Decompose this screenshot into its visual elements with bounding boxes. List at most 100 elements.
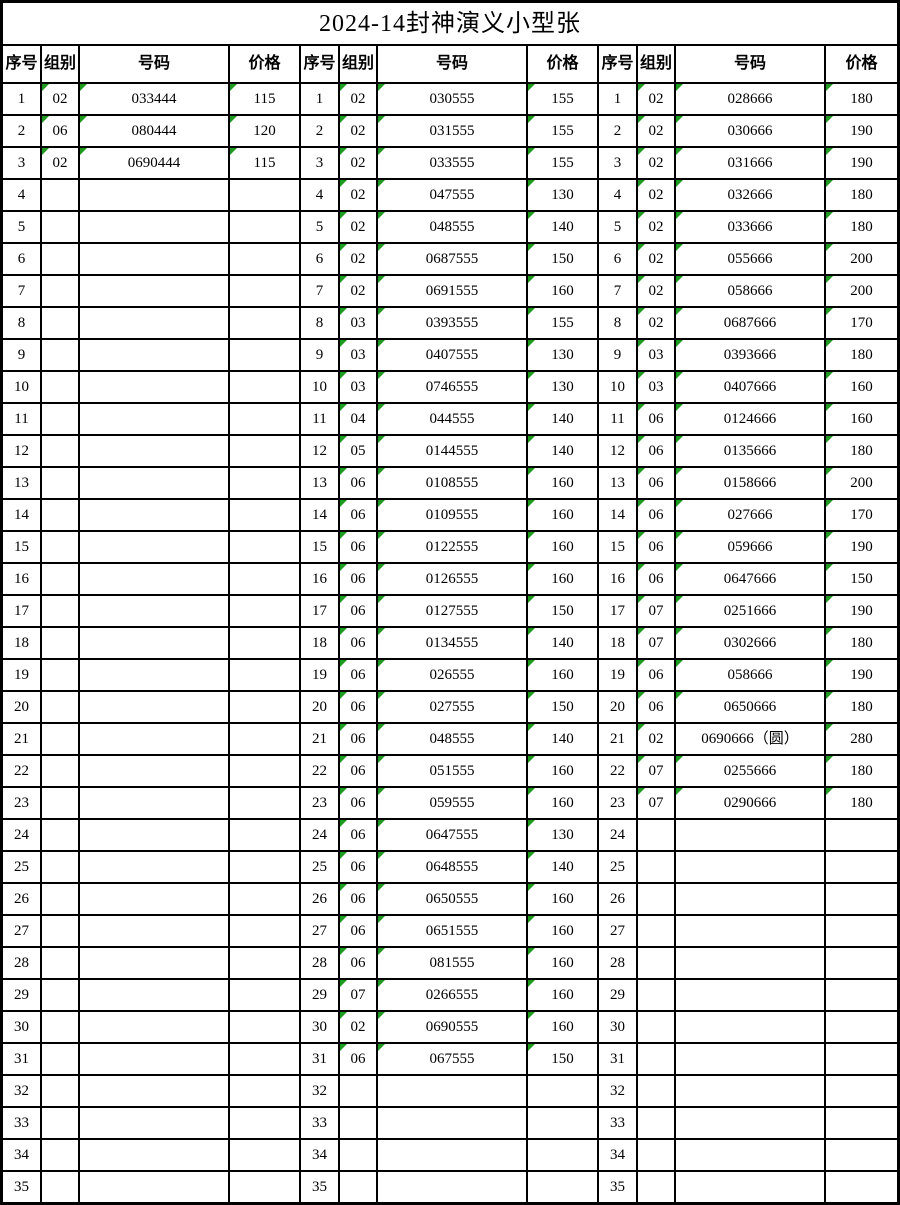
cell-group[interactable] (42, 916, 78, 946)
cell-price[interactable]: 150 (528, 596, 597, 626)
cell-number[interactable] (80, 788, 228, 818)
cell-seq[interactable]: 28 (599, 948, 636, 978)
cell-seq[interactable]: 4 (301, 180, 338, 210)
cell-group[interactable] (42, 1076, 78, 1106)
column-header-group[interactable]: 组别 (638, 46, 674, 82)
cell-price[interactable] (230, 916, 299, 946)
cell-group[interactable]: 06 (340, 756, 376, 786)
cell-seq[interactable]: 20 (301, 692, 338, 722)
cell-price[interactable]: 180 (826, 84, 897, 114)
cell-number[interactable] (676, 884, 824, 914)
cell-group[interactable]: 02 (340, 180, 376, 210)
cell-price[interactable]: 160 (528, 532, 597, 562)
cell-number[interactable] (80, 180, 228, 210)
column-header-number[interactable]: 号码 (378, 46, 526, 82)
cell-group[interactable]: 02 (42, 84, 78, 114)
cell-group[interactable] (42, 756, 78, 786)
cell-seq[interactable]: 12 (599, 436, 636, 466)
cell-seq[interactable]: 19 (3, 660, 40, 690)
cell-price[interactable]: 180 (826, 180, 897, 210)
cell-number[interactable] (80, 244, 228, 274)
cell-price[interactable] (826, 1140, 897, 1170)
cell-seq[interactable]: 6 (301, 244, 338, 274)
cell-group[interactable] (42, 948, 78, 978)
cell-seq[interactable]: 33 (3, 1108, 40, 1138)
cell-price[interactable] (230, 404, 299, 434)
cell-seq[interactable]: 27 (599, 916, 636, 946)
cell-seq[interactable]: 7 (3, 276, 40, 306)
cell-seq[interactable]: 27 (301, 916, 338, 946)
cell-price[interactable]: 190 (826, 660, 897, 690)
cell-group[interactable] (638, 916, 674, 946)
cell-group[interactable]: 03 (638, 372, 674, 402)
cell-seq[interactable]: 2 (3, 116, 40, 146)
cell-price[interactable]: 155 (528, 116, 597, 146)
cell-group[interactable]: 06 (340, 724, 376, 754)
cell-price[interactable]: 140 (528, 628, 597, 658)
cell-price[interactable] (826, 852, 897, 882)
cell-price[interactable]: 180 (826, 340, 897, 370)
cell-seq[interactable]: 12 (301, 436, 338, 466)
cell-number[interactable]: 033444 (80, 84, 228, 114)
cell-group[interactable] (42, 852, 78, 882)
cell-seq[interactable]: 29 (599, 980, 636, 1010)
cell-number[interactable] (80, 948, 228, 978)
cell-group[interactable] (42, 340, 78, 370)
cell-seq[interactable]: 16 (301, 564, 338, 594)
cell-group[interactable]: 02 (638, 244, 674, 274)
cell-group[interactable] (638, 948, 674, 978)
cell-price[interactable]: 180 (826, 628, 897, 658)
cell-price[interactable]: 130 (528, 180, 597, 210)
cell-price[interactable]: 170 (826, 308, 897, 338)
cell-group[interactable] (638, 1108, 674, 1138)
cell-seq[interactable]: 25 (3, 852, 40, 882)
cell-number[interactable]: 0407555 (378, 340, 526, 370)
cell-group[interactable]: 06 (340, 628, 376, 658)
cell-seq[interactable]: 20 (599, 692, 636, 722)
cell-group[interactable] (42, 724, 78, 754)
cell-price[interactable]: 115 (230, 148, 299, 178)
cell-number[interactable] (378, 1140, 526, 1170)
cell-seq[interactable]: 26 (599, 884, 636, 914)
cell-group[interactable]: 03 (340, 308, 376, 338)
column-header-group[interactable]: 组别 (42, 46, 78, 82)
cell-price[interactable] (230, 788, 299, 818)
cell-number[interactable] (80, 468, 228, 498)
cell-seq[interactable]: 8 (3, 308, 40, 338)
cell-price[interactable]: 150 (528, 244, 597, 274)
cell-group[interactable]: 06 (340, 532, 376, 562)
cell-price[interactable] (528, 1076, 597, 1106)
cell-group[interactable]: 02 (340, 244, 376, 274)
cell-group[interactable] (42, 596, 78, 626)
cell-price[interactable]: 160 (528, 884, 597, 914)
cell-number[interactable] (80, 1076, 228, 1106)
cell-group[interactable]: 06 (638, 692, 674, 722)
cell-number[interactable]: 044555 (378, 404, 526, 434)
cell-number[interactable] (378, 1076, 526, 1106)
cell-group[interactable] (638, 1076, 674, 1106)
cell-number[interactable]: 0135666 (676, 436, 824, 466)
cell-seq[interactable]: 8 (599, 308, 636, 338)
cell-number[interactable] (80, 980, 228, 1010)
cell-group[interactable] (42, 1044, 78, 1074)
cell-group[interactable]: 02 (638, 212, 674, 242)
cell-seq[interactable]: 5 (301, 212, 338, 242)
cell-group[interactable] (42, 1140, 78, 1170)
cell-price[interactable]: 155 (528, 148, 597, 178)
cell-price[interactable] (230, 564, 299, 594)
cell-number[interactable]: 0134555 (378, 628, 526, 658)
cell-group[interactable]: 06 (340, 916, 376, 946)
cell-group[interactable]: 02 (638, 724, 674, 754)
cell-seq[interactable]: 34 (301, 1140, 338, 1170)
cell-price[interactable]: 190 (826, 116, 897, 146)
cell-number[interactable]: 0647555 (378, 820, 526, 850)
cell-price[interactable]: 200 (826, 468, 897, 498)
cell-price[interactable]: 140 (528, 404, 597, 434)
cell-number[interactable]: 028666 (676, 84, 824, 114)
cell-price[interactable]: 180 (826, 788, 897, 818)
cell-price[interactable]: 190 (826, 148, 897, 178)
cell-number[interactable] (676, 916, 824, 946)
cell-seq[interactable]: 30 (599, 1012, 636, 1042)
cell-price[interactable] (230, 372, 299, 402)
cell-number[interactable] (676, 1108, 824, 1138)
